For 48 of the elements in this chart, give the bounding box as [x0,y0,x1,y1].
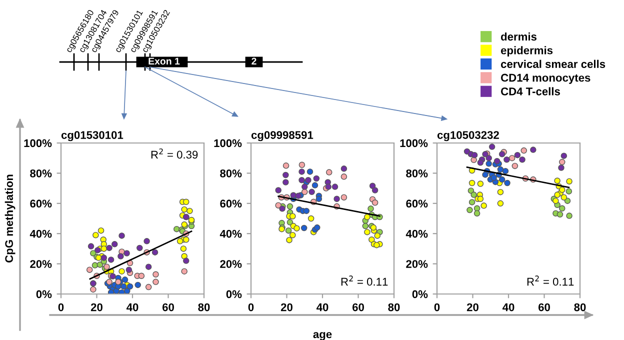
x-tick-label: 40 [502,303,514,312]
y-tick-label: 0% [36,290,52,298]
x-tick-label: 80 [198,303,210,312]
x-tick-label: 20 [90,303,102,312]
y-tick-label: 20% [220,260,242,268]
chart-title: cg09998591 [251,131,314,142]
annotation: R$^{2}$ = 0.11 [341,276,388,286]
x-tick-label: 20 [280,303,292,312]
x-tick-label: 80 [388,303,400,312]
y-tick-label: 80% [30,169,52,178]
x-tick-label: 60 [538,303,550,312]
legend-label: epidermis [500,46,553,56]
x-tick-label: 0 [248,303,254,312]
y-tick-label: 80% [406,169,428,178]
y-tick-label: 80% [220,169,242,178]
y-tick-label: 20% [30,260,52,268]
x-tick-label: 40 [316,303,328,312]
x-tick-label: 0 [434,303,440,312]
annotation: R$^{2}$ = 0.39 [151,148,198,159]
text: 2 [252,58,256,65]
x-tick-label: 60 [352,303,364,312]
legend-label: CD4 T-cells [500,87,560,96]
chart-title: cg10503232 [437,131,499,142]
y-tick-label: 60% [30,200,52,208]
y-tick-label: 0% [412,290,428,298]
x-tick-label: 60 [162,303,174,312]
y-tick-label: 100% [214,139,242,148]
y-tick-label: 20% [406,260,428,268]
y-tick-label: 40% [30,230,52,238]
legend-label: cervical smear cells [500,60,606,68]
x-tick-label: 20 [466,303,478,312]
y-tick-label: 60% [220,200,242,208]
legend-label: CD14 monocytes [500,74,590,84]
y-tick-label: 0% [226,290,242,298]
text: Exon 1 [148,58,180,65]
y-tick-label: 40% [406,230,428,238]
chart-title: cg01530101 [61,131,124,142]
x-tick-label: 80 [574,303,586,312]
y-tick-label: 100% [24,139,52,148]
y-axis-title: CpG methylation [4,174,16,262]
annotation: R$^{2}$ = 0.11 [527,276,574,286]
x-tick-label: 40 [126,303,138,312]
x-tick-label: 0 [58,303,64,312]
y-tick-label: 40% [220,230,242,238]
y-tick-label: 60% [406,200,428,208]
y-tick-label: 100% [400,139,428,148]
legend-label: dermis [500,32,537,41]
x-axis-title: age [313,332,332,340]
